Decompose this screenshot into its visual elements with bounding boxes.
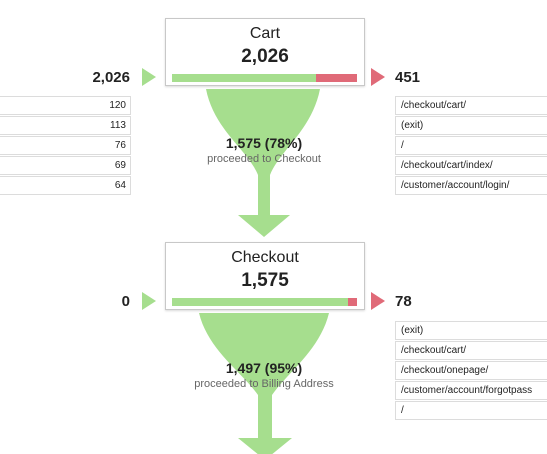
list-item[interactable]: /checkout/cart/ bbox=[395, 96, 547, 115]
funnel-step-cart[interactable]: Cart 2,026 bbox=[165, 18, 365, 86]
entrance-sources-list: 120 113 76 69 64 bbox=[0, 96, 131, 196]
funnel-shape-cart bbox=[206, 89, 320, 237]
funnel-step-checkout[interactable]: Checkout 1,575 bbox=[165, 242, 365, 310]
entrance-arrow-icon bbox=[142, 292, 156, 310]
list-item[interactable]: /checkout/cart/ bbox=[395, 341, 547, 360]
exit-arrow-icon bbox=[371, 292, 385, 310]
list-item[interactable]: /checkout/cart/index/ bbox=[395, 156, 547, 175]
step-progress-fill bbox=[172, 74, 317, 82]
conversion-label: proceeded to Checkout bbox=[207, 153, 321, 165]
funnel-shape-checkout bbox=[199, 313, 329, 454]
step-progress-bar bbox=[172, 74, 357, 82]
entrances-count: 2,026 bbox=[92, 69, 130, 86]
conversion-info: 1,497 (95%) proceeded to Billing Address bbox=[164, 360, 364, 390]
list-item[interactable]: /customer/account/forgotpass bbox=[395, 381, 547, 400]
list-item[interactable]: 120 bbox=[0, 96, 131, 115]
conversion-value: 1,497 (95%) bbox=[225, 360, 303, 376]
step-name: Cart bbox=[249, 25, 281, 42]
list-item[interactable]: /customer/account/login/ bbox=[395, 176, 547, 195]
entrances-count: 0 bbox=[121, 293, 130, 310]
exit-arrow-icon bbox=[371, 68, 385, 86]
list-item[interactable]: / bbox=[395, 136, 547, 155]
step-progress-fill bbox=[172, 298, 348, 306]
step-name: Checkout bbox=[231, 249, 299, 266]
conversion-value: 1,575 (78%) bbox=[225, 135, 303, 151]
step-count: 2,026 bbox=[241, 46, 289, 67]
exits-count: 78 bbox=[395, 293, 412, 310]
entrance-arrow-icon bbox=[142, 68, 156, 86]
list-item[interactable]: 69 bbox=[0, 156, 131, 175]
exit-destinations-list: /checkout/cart/ (exit) / /checkout/cart/… bbox=[395, 96, 547, 196]
list-item[interactable]: 76 bbox=[0, 136, 131, 155]
step-progress-bar bbox=[172, 298, 357, 306]
step-count: 1,575 bbox=[241, 270, 289, 291]
list-item[interactable]: 64 bbox=[0, 176, 131, 195]
list-item[interactable]: 113 bbox=[0, 116, 131, 135]
list-item[interactable]: /checkout/onepage/ bbox=[395, 361, 547, 380]
list-item[interactable]: (exit) bbox=[395, 116, 547, 135]
list-item[interactable]: (exit) bbox=[395, 321, 547, 340]
exits-count: 451 bbox=[395, 69, 421, 86]
exit-destinations-list: (exit) /checkout/cart/ /checkout/onepage… bbox=[395, 321, 547, 421]
conversion-label: proceeded to Billing Address bbox=[194, 378, 334, 390]
list-item[interactable]: / bbox=[395, 401, 547, 420]
conversion-info: 1,575 (78%) proceeded to Checkout bbox=[164, 135, 364, 165]
